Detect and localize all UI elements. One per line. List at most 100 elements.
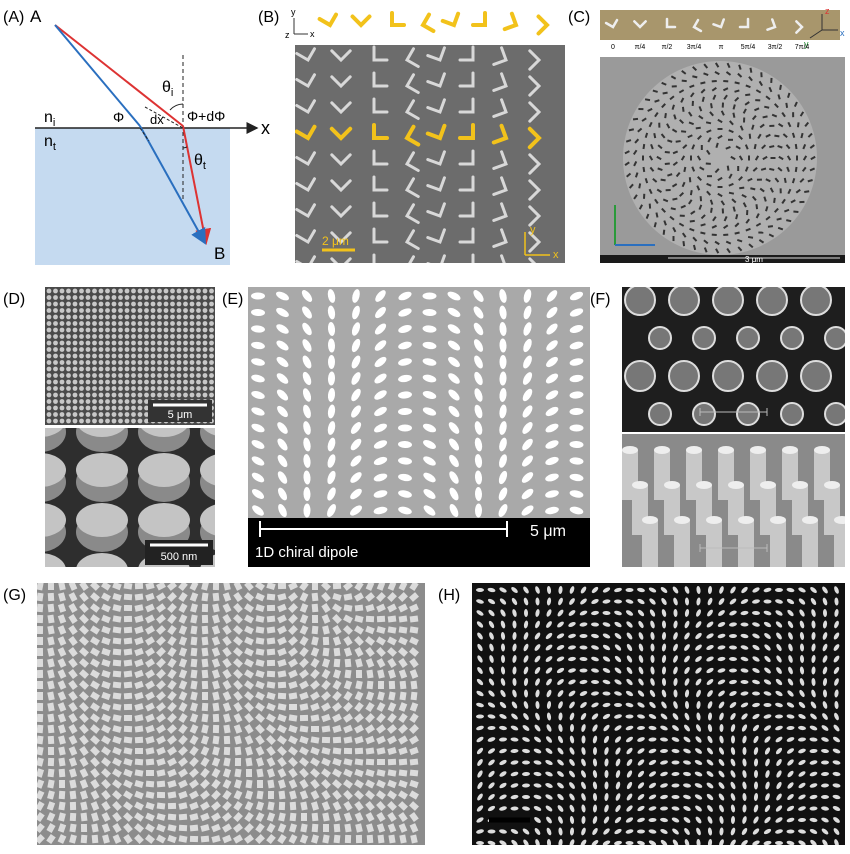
nanofin [90,680,100,690]
nanofin [68,614,78,624]
antenna [692,244,697,251]
nanofin [387,713,397,723]
nanofin [753,804,759,813]
axes [293,18,308,35]
nanofin [579,610,588,616]
phase-label: π/4 [635,44,646,51]
nanofin [476,805,484,812]
nanofin [101,768,111,778]
antenna [760,167,767,171]
nanofin [288,703,298,711]
nanofin [310,736,320,744]
antenna [295,99,316,115]
antenna [679,192,685,197]
pillar [79,340,84,346]
antenna [739,186,745,190]
pillar [79,379,84,385]
antenna [711,233,717,236]
nanofin [523,839,529,845]
dipole [375,306,386,319]
pillar [150,301,156,307]
nanofin [355,823,363,833]
nanofin [637,759,645,766]
pillar [800,360,832,392]
pillar [92,418,97,424]
pillar [53,386,58,391]
antenna [769,145,775,149]
nanofin [68,680,78,690]
nanofin [799,655,805,663]
nanofin [68,625,78,635]
nanofin [344,834,352,844]
nanofin [112,648,122,656]
nanofin [343,747,353,755]
panel-label: (D) [3,291,25,308]
nanofin [333,823,341,833]
nanofin [343,758,353,766]
nanofin [752,691,760,696]
nanofin [123,648,133,656]
nanofin [212,735,220,745]
nanofin [178,768,188,778]
nanofin [79,779,89,789]
pillar [98,353,104,359]
antenna [734,222,740,228]
nanofin [123,670,133,678]
pillar [111,334,117,339]
nanofin [387,779,397,789]
antenna [404,177,420,198]
nanofin [534,724,541,732]
antenna [672,226,677,233]
nanofin [332,669,342,679]
nanofin [354,724,364,734]
nanofin [775,690,783,697]
nanofin [707,597,713,606]
nanofin [167,647,177,657]
nanofin [650,620,655,629]
nanofin [112,583,122,591]
pillar [124,379,130,385]
nanofin [123,736,133,744]
nanofin [200,768,210,778]
nanofin [592,770,598,778]
antenna [425,123,447,141]
nanofin [535,597,540,606]
nanofin [388,691,396,701]
nanofin [822,689,828,698]
nanofin [764,644,771,651]
nanofin [569,793,575,801]
dipole [276,324,289,334]
nanofin [558,712,563,721]
pillar [209,327,214,333]
nanofin [299,658,309,668]
nanofin [376,658,386,668]
nanofin [398,658,408,668]
pillar [163,386,169,391]
pillar [66,353,71,359]
pillar [46,386,52,391]
nanofin [112,768,122,778]
dipole [448,389,460,401]
nanofin [557,679,564,685]
nanofin [134,769,144,777]
dipole [569,325,584,333]
nanofin [123,758,133,766]
nanofin [512,689,517,698]
nanofin [684,632,690,640]
nanofin [614,632,622,640]
nanofin [557,609,564,617]
nanofin [223,583,231,591]
nanofin [79,735,89,745]
axis-label: z [825,6,830,16]
antenna [751,195,757,201]
nanofin [626,793,633,801]
pillar [170,360,175,365]
antenna [762,115,768,119]
antenna [714,62,720,68]
nanofin [200,757,210,767]
dipole [447,307,461,318]
nanofin [178,658,188,668]
nanofin [500,620,506,629]
nanofin [730,770,736,778]
